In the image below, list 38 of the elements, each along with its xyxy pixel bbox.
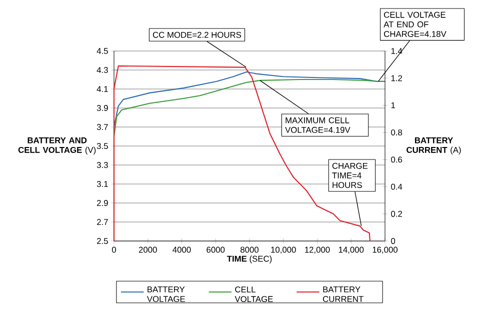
annotation: CHARGE TIME=4 HOURS (332, 162, 368, 188)
y-tick-label: 3.3 (96, 162, 108, 168)
annotation: CC MODE=2.2 HOURS (152, 32, 242, 38)
x-tick-label: 14,000 (338, 246, 364, 254)
x-tick-label: 8000 (240, 246, 259, 253)
y2-tick-label: 1.2 (391, 75, 402, 82)
y-tick-label: 3.9 (96, 105, 108, 111)
legend-label: BATTERY VOLTAGE (146, 286, 185, 302)
y-tick-label: 2.5 (97, 238, 108, 244)
x-tick-label: 10,000 (271, 246, 296, 254)
y-tick-label: 3.5 (96, 143, 108, 149)
x-tick-label: 6000 (206, 246, 225, 253)
x-tick-label: 2000 (138, 246, 157, 253)
legend-label: CELL VOLTAGE (234, 286, 273, 302)
y-tick-label: 2.9 (97, 200, 108, 206)
x-tick-label: 12,000 (305, 246, 330, 254)
y-tick-label: 3.7 (96, 124, 108, 130)
y2-tick-label: 0.8 (391, 129, 402, 136)
y2-tick-label: 0.4 (391, 184, 402, 190)
x-axis-title: TIME (SEC) (226, 256, 272, 264)
y2-tick-label: 0.2 (391, 210, 402, 217)
y-tick-label: 4.5 (96, 48, 108, 54)
y-tick-label: 3.1 (96, 181, 108, 187)
x-tick-label: 16,000 (372, 246, 398, 254)
y2-tick-label: 0 (391, 238, 396, 244)
y-tick-label: 2.7 (97, 219, 108, 225)
annotation: CELL VOLTAGE AT END OF CHARGE=4.18V (384, 12, 446, 37)
y-tick-label: 4.3 (96, 67, 108, 73)
y-axis-title: BATTERY AND CELL VOLTAGE (V) (18, 137, 96, 155)
x-tick-label: 0 (112, 246, 116, 253)
legend-label: BATTERY CURRENT (322, 286, 364, 302)
y2-tick-label: 0.6 (391, 156, 402, 163)
y2-tick-label: 1.4 (391, 48, 402, 54)
y2-axis-title: BATTERY CURRENT (A) (406, 137, 461, 155)
annotation: MAXIMUM CELL VOLTAGE=4.19V (285, 117, 350, 133)
y-tick-label: 4.1 (96, 86, 108, 92)
x-tick-label: 4000 (172, 246, 191, 253)
y2-tick-label: 1 (391, 102, 395, 108)
